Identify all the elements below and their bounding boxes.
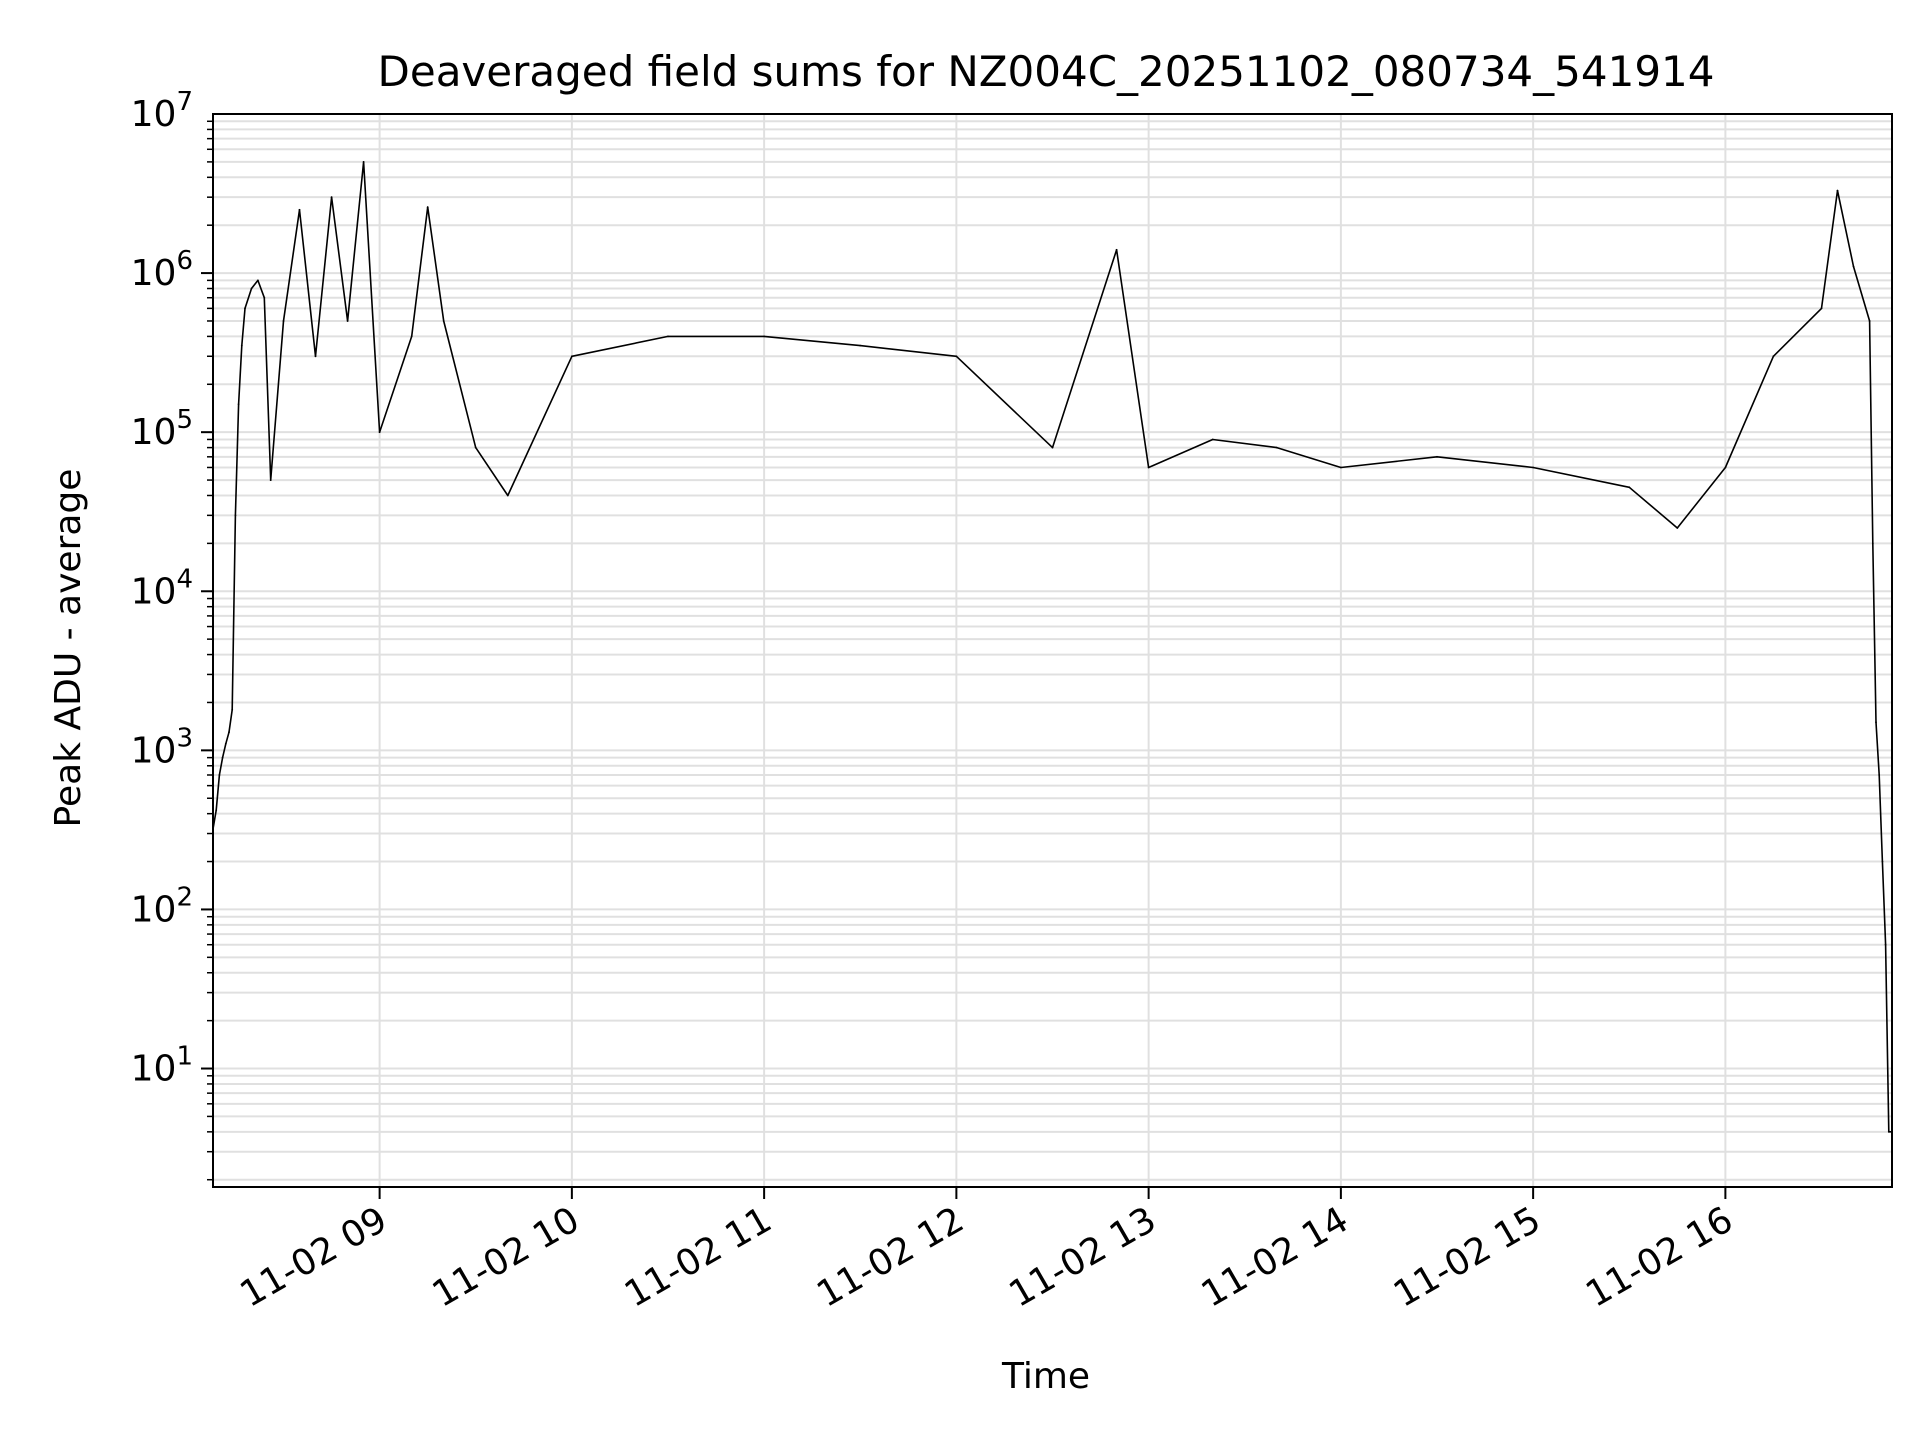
data-point xyxy=(1871,542,1874,545)
data-point xyxy=(474,446,477,449)
data-point xyxy=(1836,189,1839,192)
y-tick-label: 106 xyxy=(131,246,193,294)
data-point xyxy=(215,809,218,812)
data-point xyxy=(346,320,349,322)
data-point xyxy=(1340,466,1342,469)
data-point xyxy=(1051,446,1054,449)
data-point xyxy=(1887,1130,1890,1133)
y-tick-label: 102 xyxy=(131,882,193,930)
data-point xyxy=(1772,355,1775,358)
data-point xyxy=(362,161,365,163)
data-point xyxy=(269,479,272,481)
data-point xyxy=(1852,265,1855,268)
data-point xyxy=(667,335,669,338)
data-point xyxy=(1724,466,1727,469)
data-point xyxy=(1532,466,1534,469)
data-point xyxy=(1868,320,1871,322)
data-point xyxy=(1628,486,1631,489)
data-point xyxy=(1147,466,1150,469)
data-point xyxy=(442,320,445,322)
data-point xyxy=(231,708,234,711)
data-point xyxy=(571,355,573,358)
data-point xyxy=(282,320,285,322)
data-point xyxy=(298,208,301,211)
data-point xyxy=(1275,446,1278,449)
chart-title: Deaveraged field sums for NZ004C_2025110… xyxy=(378,47,1715,96)
data-point xyxy=(1884,943,1887,946)
y-tick-label: 103 xyxy=(131,723,193,771)
grid xyxy=(213,114,1892,1187)
y-tick-label: 101 xyxy=(131,1042,193,1090)
data-point xyxy=(240,344,243,347)
data-point xyxy=(250,287,253,290)
data-point xyxy=(218,774,221,776)
data-point xyxy=(263,296,266,299)
data-point xyxy=(314,355,317,358)
data-point xyxy=(228,731,230,734)
data-point xyxy=(763,335,765,338)
data-point xyxy=(378,431,381,434)
data-point xyxy=(1676,527,1679,529)
data-point xyxy=(1820,307,1823,310)
plot-frame xyxy=(212,113,1893,1188)
data-point xyxy=(1881,860,1884,863)
data-point xyxy=(257,279,259,282)
y-tick-label: 107 xyxy=(131,87,193,135)
data-point xyxy=(234,514,237,517)
data-point xyxy=(506,494,509,497)
data-point xyxy=(1211,438,1214,441)
y-axis-label: Peak ADU - average xyxy=(48,469,89,828)
data-point xyxy=(330,196,333,199)
data-point xyxy=(410,335,413,338)
data-point xyxy=(426,206,429,209)
data-point xyxy=(1115,248,1118,251)
x-axis-label: Time xyxy=(1001,1356,1090,1397)
data-point xyxy=(221,756,224,759)
data-point xyxy=(955,355,958,358)
data-point xyxy=(1878,774,1881,776)
data-point xyxy=(224,742,227,745)
y-tick-label: 104 xyxy=(131,564,193,612)
data-point xyxy=(859,344,862,347)
data-point xyxy=(237,403,240,406)
data-point xyxy=(1436,455,1438,458)
data-point xyxy=(1875,721,1877,724)
y-tick-label: 105 xyxy=(131,405,193,453)
data-point xyxy=(244,307,246,310)
